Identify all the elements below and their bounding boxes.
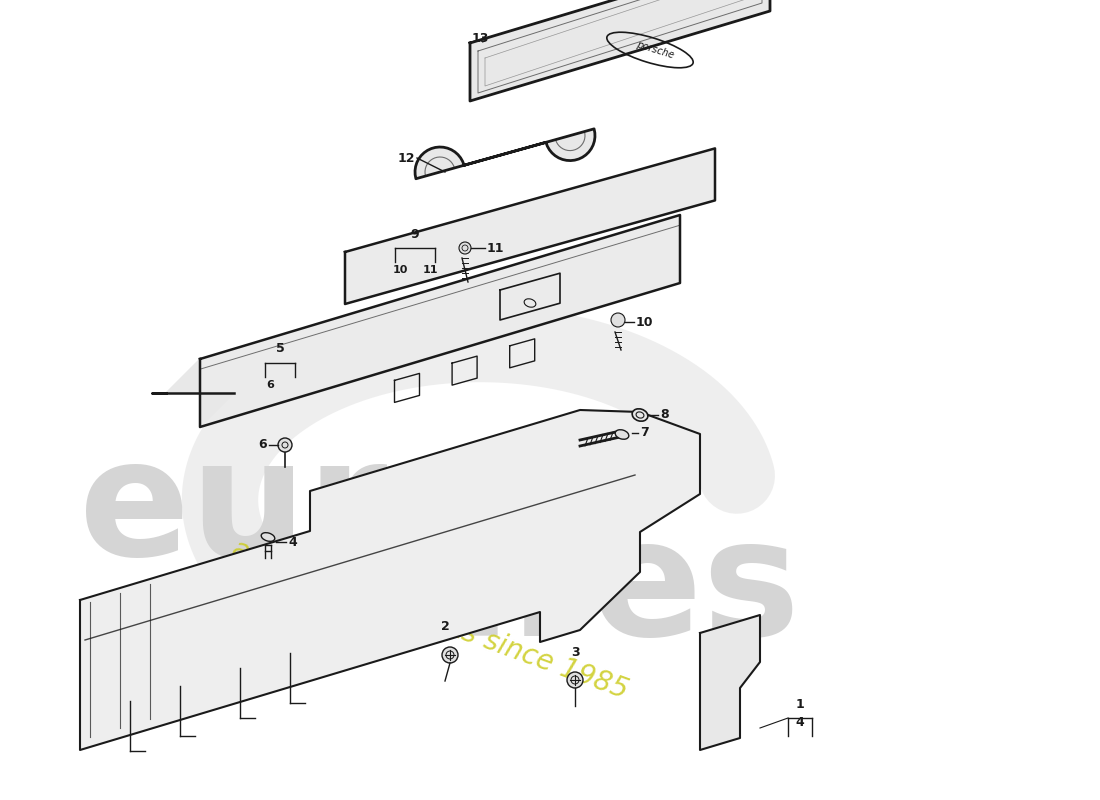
Text: 4: 4 [795, 715, 804, 729]
Circle shape [610, 313, 625, 327]
Text: 4: 4 [288, 535, 297, 549]
Polygon shape [200, 215, 680, 427]
Text: 13: 13 [471, 31, 488, 45]
Text: 5: 5 [276, 342, 285, 355]
Text: 6: 6 [258, 438, 267, 451]
Text: 3: 3 [571, 646, 580, 658]
Text: 11: 11 [422, 265, 438, 275]
Text: 12: 12 [397, 151, 415, 165]
Circle shape [442, 647, 458, 663]
Text: 10: 10 [636, 315, 653, 329]
Text: 9: 9 [410, 229, 419, 242]
Polygon shape [80, 410, 700, 750]
Ellipse shape [615, 430, 629, 439]
Polygon shape [470, 0, 770, 101]
Text: a passion for parts since 1985: a passion for parts since 1985 [228, 535, 631, 705]
Text: 10: 10 [393, 265, 408, 275]
Polygon shape [500, 274, 560, 320]
Circle shape [566, 672, 583, 688]
Text: euro: euro [79, 430, 500, 590]
Ellipse shape [632, 409, 648, 421]
Text: 2: 2 [441, 621, 450, 634]
Text: 6: 6 [266, 380, 274, 390]
Ellipse shape [261, 533, 275, 542]
Polygon shape [700, 615, 760, 750]
Text: 8: 8 [660, 409, 669, 422]
Text: 11: 11 [487, 242, 505, 254]
Polygon shape [345, 149, 715, 304]
Text: 7: 7 [640, 426, 649, 439]
Polygon shape [152, 359, 234, 427]
Text: ares: ares [400, 510, 800, 670]
Text: 1: 1 [795, 698, 804, 710]
Circle shape [278, 438, 292, 452]
Circle shape [459, 242, 471, 254]
Text: porsche: porsche [635, 39, 675, 61]
Polygon shape [415, 129, 595, 178]
